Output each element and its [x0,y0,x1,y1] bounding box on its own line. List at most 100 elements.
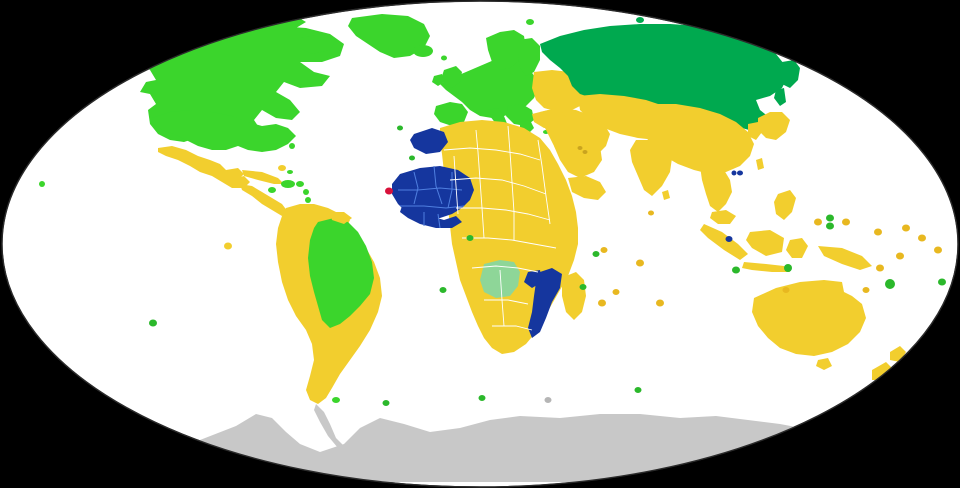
region-bahamas [278,165,286,171]
island-dot-easter [149,319,157,327]
region-madagascar [562,272,586,320]
island-dot-pacific-10 [782,287,790,293]
region-mexico [158,146,250,188]
region-greenland [348,14,430,58]
region-iberia [434,102,468,126]
region-korea [748,122,762,140]
region-sakhalin [774,88,786,106]
region-west-africa-coast [400,206,462,228]
region-turkey [532,110,568,128]
island-dot-st-helena [439,287,447,293]
island-dot-bahrain [577,146,583,150]
island-dot-faroe [441,55,447,61]
island-dot-singapore [725,236,733,242]
island-dot-kerguelen [634,387,642,393]
island-dot-comoros [579,284,587,290]
region-western-europe [440,56,538,118]
region-mozambique [528,268,562,338]
region-kamchatka [780,60,800,88]
island-dot-svalbard [526,19,534,25]
region-baffin-island [300,34,336,54]
region-guyanas [330,212,352,224]
region-ireland [432,74,444,86]
region-iceland [413,45,433,57]
island-dot-pacific-2 [902,224,910,232]
island-dot-pacific-green-3 [938,278,946,286]
region-lesser-antilles-1 [303,189,309,195]
region-australia [752,280,866,356]
island-dot-pacific-green-6 [732,266,740,274]
africa-borders [443,125,557,331]
island-dot-indian-2 [600,247,608,253]
island-dot-pacific-green-1 [826,214,834,222]
island-dot-canary [409,155,415,161]
region-sri-lanka [662,190,670,200]
island-dot-indian-3 [598,299,606,307]
island-dot-pacific-green-5 [784,264,792,272]
region-bermuda [289,143,295,149]
region-korea-japan [758,112,790,140]
island-dot-macau [731,170,737,176]
region-russia [540,24,788,132]
region-sulawesi [786,238,808,258]
island-dot-pacific-1 [874,228,882,236]
island-dot-bouvet [544,397,552,403]
island-dot-sao-tome [466,235,474,241]
region-finland-baltics [518,38,540,76]
island-dot-pacific-9 [862,287,870,293]
region-antarctic-peninsula [314,404,344,448]
region-tasmania [816,358,832,370]
region-indonesia-java [742,262,790,272]
region-usa-lower48 [152,110,296,152]
island-dot-cape-verde [385,187,393,195]
island-dot-azores [397,125,403,131]
region-falkland-islands [332,397,340,403]
island-dot-hong-kong [737,170,743,176]
region-arabia [554,128,602,178]
region-hawaii [39,181,45,187]
island-dot-pacific-7 [814,218,822,226]
region-indonesia-sumatra [700,224,748,260]
region-british-isles [442,66,462,88]
region-philippines [774,190,796,220]
region-india [630,140,672,196]
region-yucatan [226,168,244,180]
island-dot-arctic-russia [636,17,644,23]
island-dot-south-georgia [382,400,390,406]
region-malaysia [710,210,736,224]
island-dot-seychelles [592,251,600,257]
island-dot-pacific-8 [842,218,850,226]
island-dot-pacific-5 [896,252,904,260]
island-dot-indian-1 [636,259,644,267]
region-horn-of-africa [568,176,606,200]
island-dot-pacific-galapagos [224,242,232,250]
region-morocco [410,128,448,154]
region-puerto-rico [296,181,304,187]
region-balkans [506,104,534,126]
island-dot-pacific-6 [934,246,942,254]
region-papua-new-guinea [818,246,872,270]
region-taiwan [756,158,764,170]
island-dot-pacific-4 [876,264,884,272]
west-africa-borders [398,165,465,229]
region-angola [480,260,520,298]
island-dot-pacific-green-4 [885,279,895,289]
region-central-america [240,184,288,216]
region-lesser-antilles-2 [305,197,311,203]
island-dot-indian-4 [656,299,664,307]
island-dot-mauritius [612,289,620,295]
region-cuba [242,170,284,184]
island-dot-maldives [648,210,654,216]
island-dot-pacific-green-2 [826,222,834,230]
region-brazil [308,218,374,328]
region-scandinavia [486,30,526,70]
region-borneo [746,230,784,256]
island-dot-south-atlantic [478,395,486,401]
island-dot-pacific-3 [918,234,926,242]
region-southeast-asia [700,164,732,212]
region-jamaica [268,187,276,193]
island-dot-qatar [582,150,588,154]
